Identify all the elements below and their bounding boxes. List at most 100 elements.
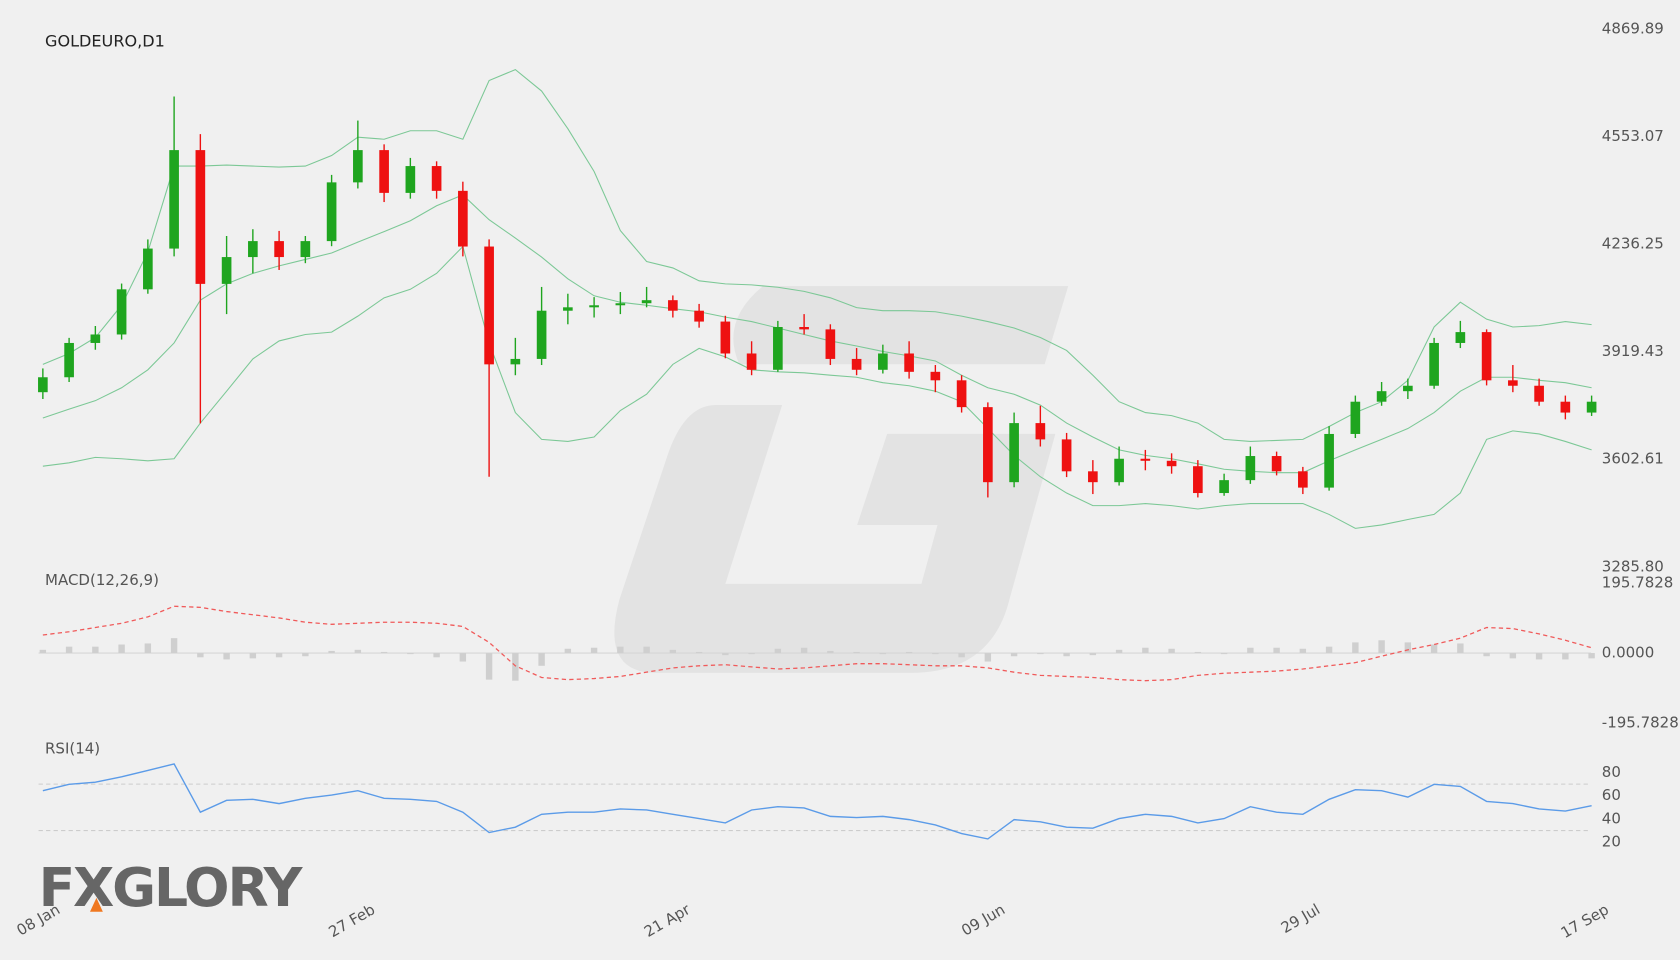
histogram-bar [958, 653, 965, 658]
y-tick-label: 195.7828 [1602, 573, 1674, 591]
histogram-bar [144, 643, 152, 654]
candle-body [773, 327, 783, 370]
histogram-bar [1509, 653, 1517, 659]
panel-title: RSI(14) [45, 739, 100, 757]
candle-body [746, 353, 757, 370]
logo: FXGLORY [39, 856, 306, 919]
logo-accent [90, 897, 103, 912]
histogram-bar [617, 646, 624, 654]
histogram-bar [748, 653, 755, 655]
histogram-bar [800, 647, 808, 654]
candle-body [615, 303, 626, 306]
histogram-bar [538, 653, 545, 666]
histogram-bar [65, 646, 73, 654]
histogram-bar [695, 651, 703, 654]
candle-body [878, 353, 888, 370]
y-tick-label: 80 [1602, 763, 1621, 781]
candle-body [825, 329, 836, 359]
candle-body [195, 150, 206, 284]
histogram-bar [485, 653, 493, 680]
histogram-bar [407, 653, 414, 655]
histogram-bar [1325, 646, 1333, 654]
candle-body [930, 371, 941, 381]
histogram-bar [1247, 647, 1254, 654]
candle-body [983, 407, 993, 483]
histogram-bar [1352, 642, 1359, 654]
candle-body [851, 358, 862, 370]
y-tick-label: -195.7828 [1602, 714, 1679, 732]
candle-body [956, 380, 967, 408]
candle-body [1481, 332, 1492, 381]
candle-body [484, 246, 494, 365]
watermark [614, 286, 1069, 673]
watermark-shape [614, 405, 1056, 673]
candle-body [431, 166, 442, 191]
histogram-bar [643, 646, 650, 654]
watermark-shape [733, 286, 1069, 365]
y-tick-label: 60 [1602, 786, 1621, 804]
histogram-bar [1063, 653, 1070, 657]
histogram-bar [1168, 648, 1175, 654]
histogram-bar [827, 650, 834, 654]
candle-body [563, 307, 573, 311]
histogram-bar [512, 653, 519, 681]
histogram-bar [302, 653, 309, 657]
bollinger-band [42, 245, 1592, 529]
histogram-bar [1535, 653, 1543, 660]
histogram-bar [774, 648, 782, 654]
y-tick-label: 3602.61 [1602, 450, 1664, 468]
histogram-bar [170, 638, 178, 654]
candle-body [720, 321, 731, 354]
histogram-bar [984, 653, 992, 662]
histogram-bar [92, 646, 99, 654]
candle-body [1193, 466, 1203, 494]
candle-body [694, 310, 704, 322]
candle-body [589, 305, 599, 308]
rsi-line [42, 763, 1592, 840]
y-tick-label: 4869.89 [1602, 19, 1664, 37]
histogram-bar [1115, 649, 1123, 654]
histogram-bar [39, 649, 47, 654]
histogram-bar [223, 653, 230, 660]
histogram-bar [1562, 653, 1569, 660]
histogram-bar [905, 651, 913, 654]
histogram-bar [1194, 651, 1202, 654]
histogram-bar [932, 653, 939, 655]
candle-body [1508, 380, 1518, 386]
histogram-bar [669, 649, 677, 654]
histogram-bar [1220, 653, 1228, 655]
candle-body [1586, 401, 1597, 413]
candle-body [1560, 401, 1571, 413]
candle-body [64, 342, 74, 378]
candle-body [248, 241, 258, 258]
candle-body [405, 166, 416, 193]
candle-body [1166, 460, 1177, 467]
candle-body [1534, 385, 1544, 402]
candle-body [1035, 423, 1046, 440]
bollinger-band [42, 69, 1592, 442]
histogram-bar [1299, 648, 1307, 654]
candle-body [1245, 456, 1256, 481]
candle-body [1376, 391, 1387, 402]
histogram-bar [722, 653, 729, 656]
histogram-bar [197, 653, 204, 658]
candle-body [38, 377, 48, 393]
candle-body [668, 300, 678, 311]
y-tick-label: 3285.80 [1602, 557, 1664, 575]
histogram-bar [1430, 644, 1438, 654]
histogram-bar [564, 648, 572, 654]
candle-body [1009, 423, 1019, 483]
histogram-bar [459, 653, 467, 662]
histogram-bar [1273, 647, 1280, 654]
candle-body [458, 190, 468, 247]
candle-body [274, 241, 284, 258]
candle-body [904, 353, 914, 372]
y-tick-label: 3919.43 [1602, 342, 1664, 360]
y-tick-label: 4236.25 [1602, 235, 1664, 253]
candle-body [1114, 458, 1124, 483]
candle-body [1298, 471, 1308, 488]
histogram-bar [1457, 643, 1464, 654]
candle-body [1088, 471, 1098, 483]
histogram-bar [249, 653, 257, 659]
